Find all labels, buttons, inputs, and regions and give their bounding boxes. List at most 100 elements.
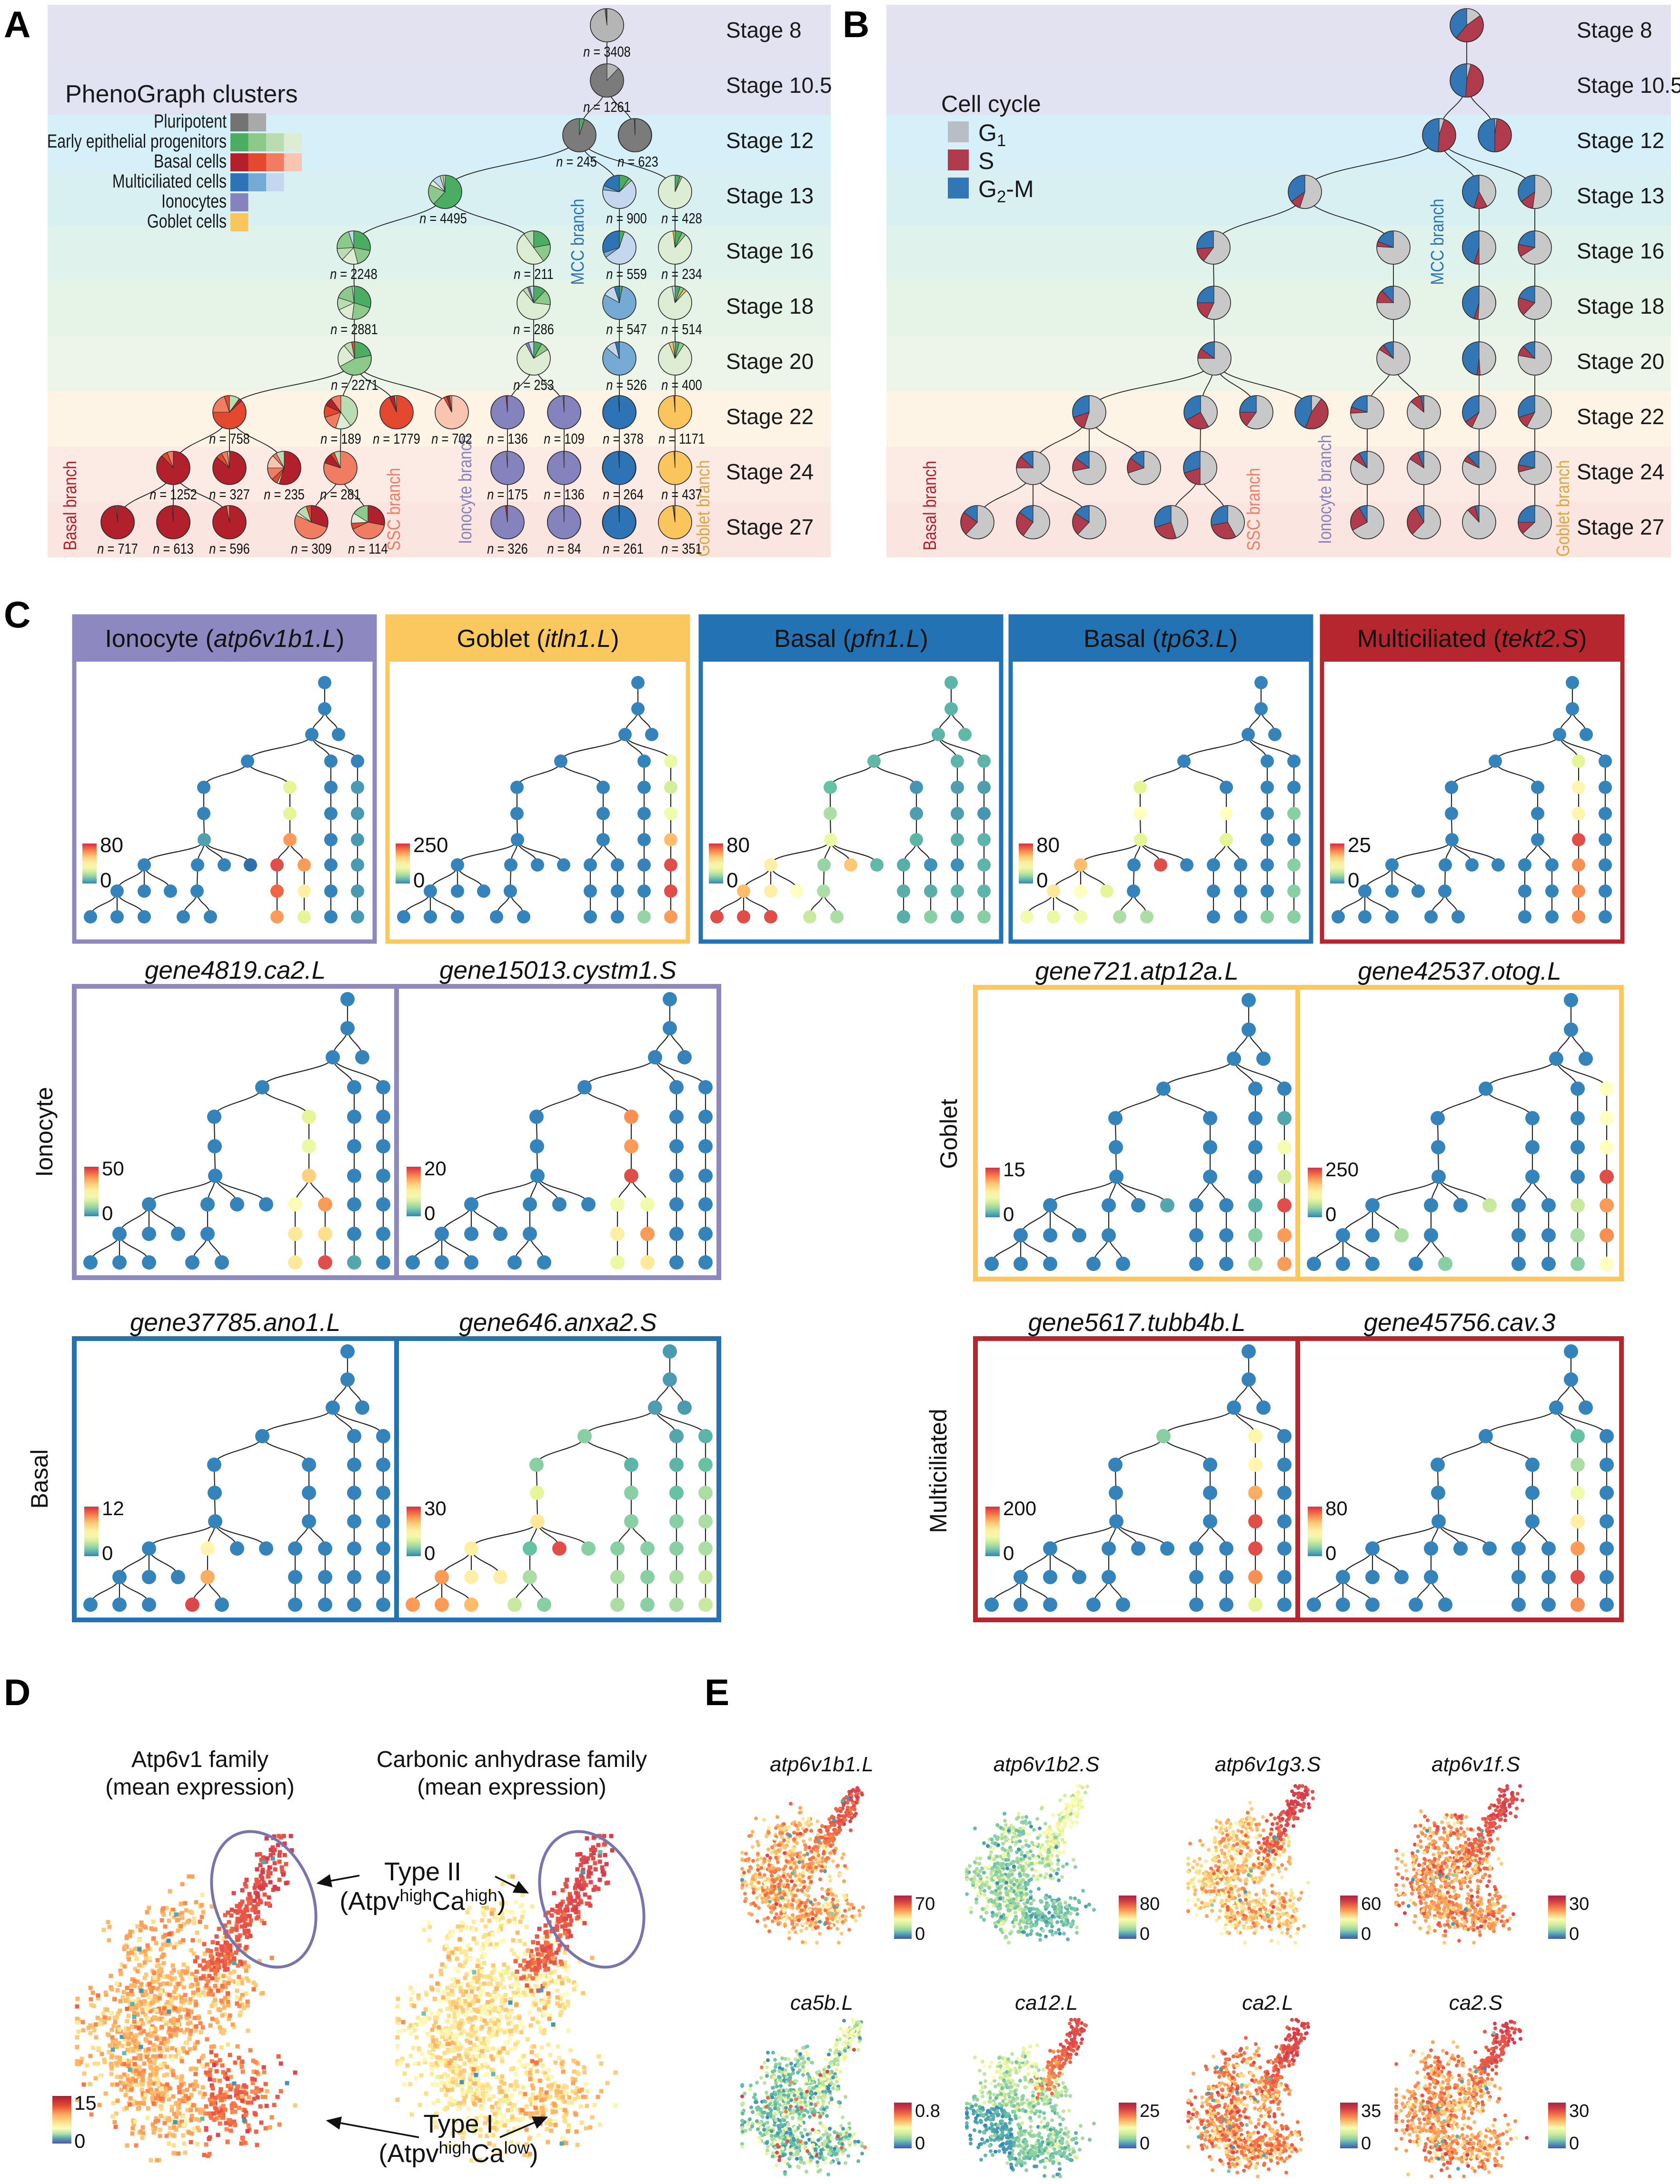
svg-text:n = 428: n = 428 — [661, 210, 702, 227]
svg-text:E: E — [705, 1671, 729, 1713]
svg-text:PhenoGraph clusters: PhenoGraph clusters — [65, 80, 298, 108]
svg-text:B: B — [843, 3, 869, 45]
svg-text:n = 326: n = 326 — [487, 541, 527, 557]
svg-text:0: 0 — [726, 869, 738, 892]
svg-text:n = 189: n = 189 — [320, 431, 361, 447]
svg-text:Basal: Basal — [26, 1449, 53, 1509]
svg-text:0: 0 — [1348, 869, 1359, 892]
svg-text:200: 200 — [1003, 1497, 1036, 1519]
svg-text:n = 378: n = 378 — [603, 431, 643, 447]
svg-text:n = 245: n = 245 — [556, 154, 596, 170]
svg-text:30: 30 — [1569, 1894, 1589, 1914]
svg-text:atp6v1g3.S: atp6v1g3.S — [1215, 1753, 1321, 1776]
svg-text:n = 234: n = 234 — [661, 266, 702, 283]
svg-text:Stage 20: Stage 20 — [1577, 349, 1664, 374]
svg-text:80: 80 — [1036, 834, 1060, 857]
svg-text:A: A — [4, 3, 30, 45]
svg-text:Goblet (itln1.L): Goblet (itln1.L) — [457, 625, 619, 653]
svg-text:n = 702: n = 702 — [431, 431, 472, 447]
svg-text:SSC branch: SSC branch — [384, 468, 404, 551]
svg-text:n = 2271: n = 2271 — [331, 377, 378, 394]
svg-text:Carbonic anhydrase family: Carbonic anhydrase family — [377, 1747, 647, 1772]
svg-text:n = 114: n = 114 — [348, 541, 388, 557]
svg-text:Stage 16: Stage 16 — [726, 238, 814, 263]
svg-text:Goblet cells: Goblet cells — [147, 210, 227, 232]
svg-text:0: 0 — [915, 1924, 925, 1944]
svg-text:n = 235: n = 235 — [264, 486, 304, 503]
svg-text:MCC branch: MCC branch — [568, 199, 588, 285]
svg-text:0: 0 — [1569, 1924, 1579, 1944]
svg-text:20: 20 — [424, 1157, 447, 1180]
svg-text:atp6v1f.S: atp6v1f.S — [1431, 1753, 1520, 1776]
svg-text:n = 1779: n = 1779 — [373, 431, 420, 447]
svg-text:n = 2248: n = 2248 — [330, 266, 378, 283]
svg-text:Ionocyte branch: Ionocyte branch — [1315, 435, 1335, 544]
svg-text:G2-M: G2-M — [978, 176, 1034, 206]
svg-text:n = 559: n = 559 — [606, 266, 646, 283]
svg-text:SSC branch: SSC branch — [1244, 468, 1264, 551]
svg-text:n = 351: n = 351 — [661, 541, 702, 557]
svg-text:atp6v1b2.S: atp6v1b2.S — [994, 1753, 1100, 1776]
svg-text:(mean expression): (mean expression) — [105, 1775, 295, 1800]
svg-text:Type II: Type II — [384, 1857, 461, 1886]
svg-text:n = 900: n = 900 — [606, 210, 646, 227]
svg-text:Stage 22: Stage 22 — [1577, 404, 1664, 429]
svg-text:0: 0 — [1361, 2134, 1371, 2154]
svg-text:n = 547: n = 547 — [606, 321, 646, 338]
svg-text:0: 0 — [1036, 869, 1048, 892]
svg-text:n = 4495: n = 4495 — [419, 210, 467, 227]
svg-text:gene15013.cystm1.S: gene15013.cystm1.S — [439, 956, 676, 984]
svg-text:n = 758: n = 758 — [209, 431, 249, 447]
svg-text:n = 514: n = 514 — [661, 321, 702, 338]
svg-text:n = 437: n = 437 — [661, 486, 702, 503]
svg-text:gene45756.cav.3: gene45756.cav.3 — [1364, 1309, 1556, 1337]
svg-text:MCC branch: MCC branch — [1428, 199, 1448, 285]
svg-text:n = 286: n = 286 — [513, 321, 554, 338]
svg-text:n = 596: n = 596 — [209, 541, 249, 557]
svg-text:Basal branch: Basal branch — [920, 461, 940, 550]
svg-text:Stage 27: Stage 27 — [1577, 515, 1664, 539]
svg-text:n = 211: n = 211 — [514, 266, 554, 283]
svg-text:atp6v1b1.L: atp6v1b1.L — [770, 1753, 874, 1776]
svg-text:Stage 12: Stage 12 — [1577, 128, 1664, 153]
svg-text:n = 136: n = 136 — [544, 486, 584, 503]
svg-text:30: 30 — [424, 1497, 447, 1519]
svg-text:ca5b.L: ca5b.L — [790, 1991, 853, 2015]
svg-text:Ionocyte branch: Ionocyte branch — [456, 435, 476, 544]
svg-text:Pluripotent: Pluripotent — [154, 110, 227, 132]
svg-text:0: 0 — [424, 1542, 435, 1564]
svg-text:C: C — [4, 594, 30, 635]
svg-text:Early epithelial progenitors: Early epithelial progenitors — [47, 130, 227, 152]
svg-text:Stage 10.5: Stage 10.5 — [726, 73, 832, 98]
svg-text:30: 30 — [1569, 2101, 1589, 2121]
svg-text:Stage 13: Stage 13 — [726, 183, 814, 208]
svg-text:n = 2881: n = 2881 — [330, 321, 378, 338]
svg-text:Stage 18: Stage 18 — [1577, 294, 1664, 318]
svg-text:Goblet branch: Goblet branch — [694, 460, 714, 557]
svg-text:n = 3408: n = 3408 — [583, 44, 631, 60]
svg-text:n = 175: n = 175 — [487, 486, 527, 503]
svg-text:n = 109: n = 109 — [544, 431, 584, 447]
svg-text:250: 250 — [1325, 1158, 1359, 1181]
svg-text:S: S — [978, 148, 994, 174]
svg-text:ca2.L: ca2.L — [1242, 1991, 1293, 2015]
svg-text:Stage 16: Stage 16 — [1577, 238, 1664, 263]
svg-text:80: 80 — [1140, 1894, 1160, 1914]
svg-text:Basal (tp63.L): Basal (tp63.L) — [1084, 625, 1238, 653]
svg-text:60: 60 — [1361, 1894, 1381, 1914]
svg-text:0: 0 — [102, 1202, 113, 1224]
svg-text:80: 80 — [100, 834, 123, 857]
svg-text:250: 250 — [413, 834, 448, 857]
svg-text:gene721.atp12a.L: gene721.atp12a.L — [1035, 957, 1238, 985]
svg-text:Multiciliated: Multiciliated — [925, 1409, 952, 1533]
svg-text:D: D — [4, 1671, 30, 1713]
svg-text:12: 12 — [102, 1497, 124, 1519]
svg-text:n = 526: n = 526 — [606, 377, 646, 394]
svg-text:Type I: Type I — [423, 2110, 493, 2138]
svg-text:0: 0 — [1003, 1542, 1014, 1564]
svg-text:35: 35 — [1361, 2101, 1381, 2121]
svg-text:n = 1261: n = 1261 — [583, 99, 631, 116]
svg-text:Stage 12: Stage 12 — [726, 128, 814, 153]
svg-text:Ionocytes: Ionocytes — [161, 190, 227, 212]
svg-text:Ionocyte: Ionocyte — [31, 1087, 58, 1177]
